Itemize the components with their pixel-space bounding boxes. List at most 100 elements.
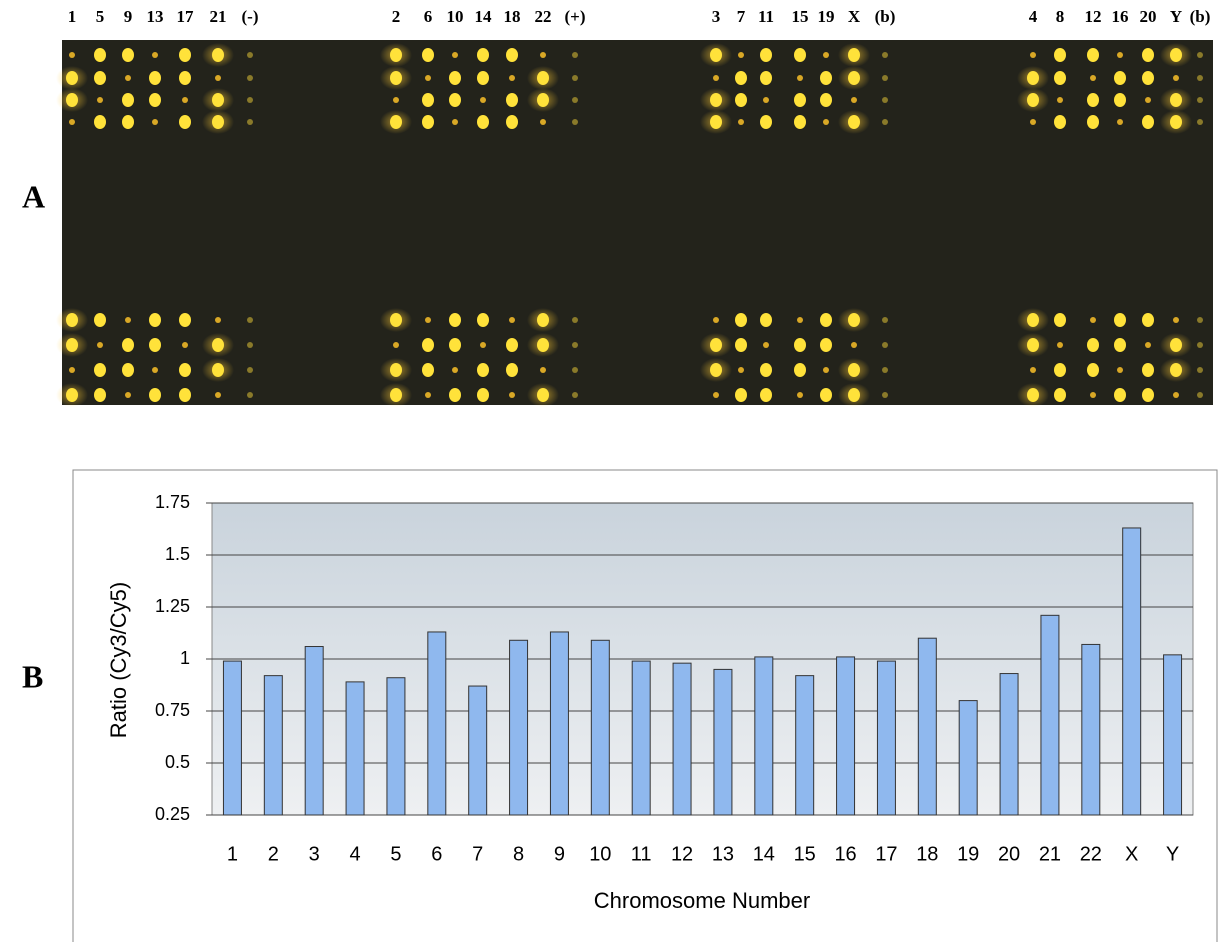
spot bbox=[1027, 313, 1039, 327]
bar bbox=[713, 668, 733, 816]
array-column-label: X bbox=[848, 7, 861, 26]
spot bbox=[506, 363, 518, 377]
spot bbox=[1054, 71, 1066, 85]
spot bbox=[1054, 313, 1066, 327]
spot bbox=[882, 97, 888, 103]
array-column-label: 10 bbox=[447, 7, 464, 26]
spot bbox=[537, 388, 549, 402]
spot bbox=[882, 342, 888, 348]
spot bbox=[1173, 75, 1179, 81]
spot bbox=[1145, 97, 1151, 103]
spot bbox=[1090, 317, 1096, 323]
spot bbox=[390, 71, 402, 85]
bar bbox=[631, 660, 651, 816]
x-tick-label: 18 bbox=[916, 843, 938, 865]
spot bbox=[149, 313, 161, 327]
x-tick-label: 11 bbox=[631, 843, 652, 865]
spot bbox=[797, 75, 803, 81]
spot bbox=[449, 313, 461, 327]
x-tick-label: 22 bbox=[1080, 843, 1102, 865]
spot bbox=[452, 119, 458, 125]
spot bbox=[506, 338, 518, 352]
spot bbox=[122, 48, 134, 62]
spot bbox=[735, 71, 747, 85]
array-column-label: 13 bbox=[147, 7, 164, 26]
spot bbox=[215, 75, 221, 81]
spot bbox=[506, 115, 518, 129]
x-tick-label: 13 bbox=[712, 843, 734, 865]
spot bbox=[820, 71, 832, 85]
x-tick-label: 7 bbox=[472, 843, 483, 865]
x-tick-label: 1 bbox=[227, 843, 238, 865]
bar bbox=[999, 673, 1019, 816]
bar bbox=[590, 639, 610, 816]
spot bbox=[1197, 342, 1203, 348]
spot bbox=[480, 97, 486, 103]
spot bbox=[179, 71, 191, 85]
spot bbox=[1170, 363, 1182, 377]
spot bbox=[152, 367, 158, 373]
spot bbox=[247, 119, 253, 125]
y-tick-label: 0.75 bbox=[155, 700, 190, 720]
panel-label: A bbox=[22, 178, 45, 214]
spot bbox=[1173, 392, 1179, 398]
array-column-label: 18 bbox=[504, 7, 521, 26]
spot bbox=[247, 367, 253, 373]
spot bbox=[212, 363, 224, 377]
spot bbox=[540, 119, 546, 125]
spot bbox=[710, 93, 722, 107]
spot bbox=[1197, 52, 1203, 58]
array-column-label: 8 bbox=[1056, 7, 1065, 26]
spot bbox=[179, 388, 191, 402]
spot bbox=[94, 313, 106, 327]
spot bbox=[794, 48, 806, 62]
spot bbox=[1197, 367, 1203, 373]
x-tick-label: Y bbox=[1166, 843, 1179, 865]
spot bbox=[738, 119, 744, 125]
spot bbox=[537, 93, 549, 107]
bar bbox=[427, 631, 447, 816]
spot bbox=[69, 367, 75, 373]
spot bbox=[425, 75, 431, 81]
spot bbox=[125, 392, 131, 398]
spot bbox=[760, 363, 772, 377]
spot bbox=[1197, 75, 1203, 81]
spot bbox=[760, 48, 772, 62]
spot bbox=[823, 52, 829, 58]
spot bbox=[882, 367, 888, 373]
spot bbox=[149, 388, 161, 402]
spot bbox=[572, 317, 578, 323]
spot bbox=[393, 97, 399, 103]
spot bbox=[94, 363, 106, 377]
spot bbox=[820, 93, 832, 107]
y-tick-label: 0.5 bbox=[165, 752, 190, 772]
x-tick-label: 6 bbox=[431, 843, 442, 865]
y-tick-label: 1.25 bbox=[155, 596, 190, 616]
x-tick-label: 8 bbox=[513, 843, 524, 865]
array-column-label: Y bbox=[1170, 7, 1182, 26]
array-column-label: 11 bbox=[758, 7, 774, 26]
spot bbox=[212, 338, 224, 352]
spot bbox=[1142, 48, 1154, 62]
spot bbox=[848, 363, 860, 377]
spot bbox=[477, 71, 489, 85]
spot bbox=[1114, 338, 1126, 352]
spot bbox=[1030, 52, 1036, 58]
array-column-label: 16 bbox=[1112, 7, 1129, 26]
spot bbox=[390, 48, 402, 62]
spot bbox=[1197, 392, 1203, 398]
spot bbox=[1030, 367, 1036, 373]
bar bbox=[345, 681, 365, 816]
spot bbox=[247, 342, 253, 348]
spot bbox=[247, 97, 253, 103]
spot bbox=[1117, 52, 1123, 58]
bar bbox=[304, 646, 324, 816]
x-tick-label: 4 bbox=[350, 843, 361, 865]
panel-label: B bbox=[22, 658, 43, 694]
spot bbox=[763, 342, 769, 348]
spot bbox=[247, 52, 253, 58]
spot bbox=[763, 97, 769, 103]
spot bbox=[1030, 119, 1036, 125]
spot bbox=[537, 313, 549, 327]
array-column-label: 2 bbox=[392, 7, 401, 26]
